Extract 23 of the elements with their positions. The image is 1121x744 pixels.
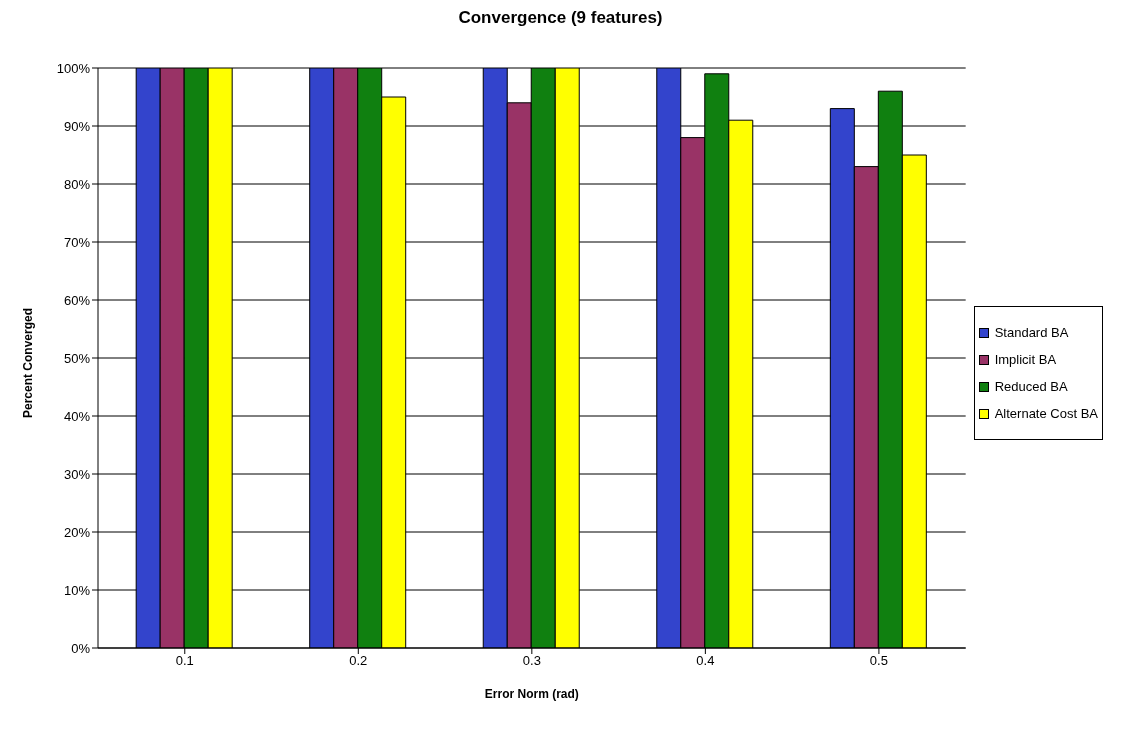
- y-tick-label: 30%: [63, 466, 91, 482]
- y-tick-label: 50%: [63, 350, 91, 366]
- chart-title: Convergence (9 features): [457, 8, 664, 28]
- y-axis-title: Percent Converged: [21, 307, 36, 418]
- legend-label: Reduced BA: [993, 379, 1069, 394]
- legend-label: Implicit BA: [993, 352, 1058, 367]
- y-tick-label: 40%: [63, 408, 91, 424]
- x-axis-title: Error Norm (rad): [484, 687, 579, 701]
- y-tick-label: 80%: [63, 176, 91, 192]
- x-tick-label: 0.5: [869, 653, 888, 669]
- y-tick-label: 90%: [63, 118, 91, 134]
- x-tick-label: 0.3: [522, 653, 541, 669]
- y-tick-label: 100%: [56, 60, 91, 76]
- y-tick-label: 20%: [63, 524, 91, 540]
- x-tick-label: 0.2: [349, 653, 368, 669]
- legend-label: Standard BA: [993, 325, 1070, 340]
- x-tick-label: 0.1: [175, 653, 194, 669]
- y-tick-label: 10%: [63, 582, 91, 598]
- x-tick-label: 0.4: [696, 653, 715, 669]
- y-tick-label: 70%: [63, 234, 91, 250]
- legend-label: Alternate Cost BA: [993, 406, 1098, 421]
- y-tick-label: 0%: [71, 640, 91, 656]
- y-tick-label: 60%: [63, 292, 91, 308]
